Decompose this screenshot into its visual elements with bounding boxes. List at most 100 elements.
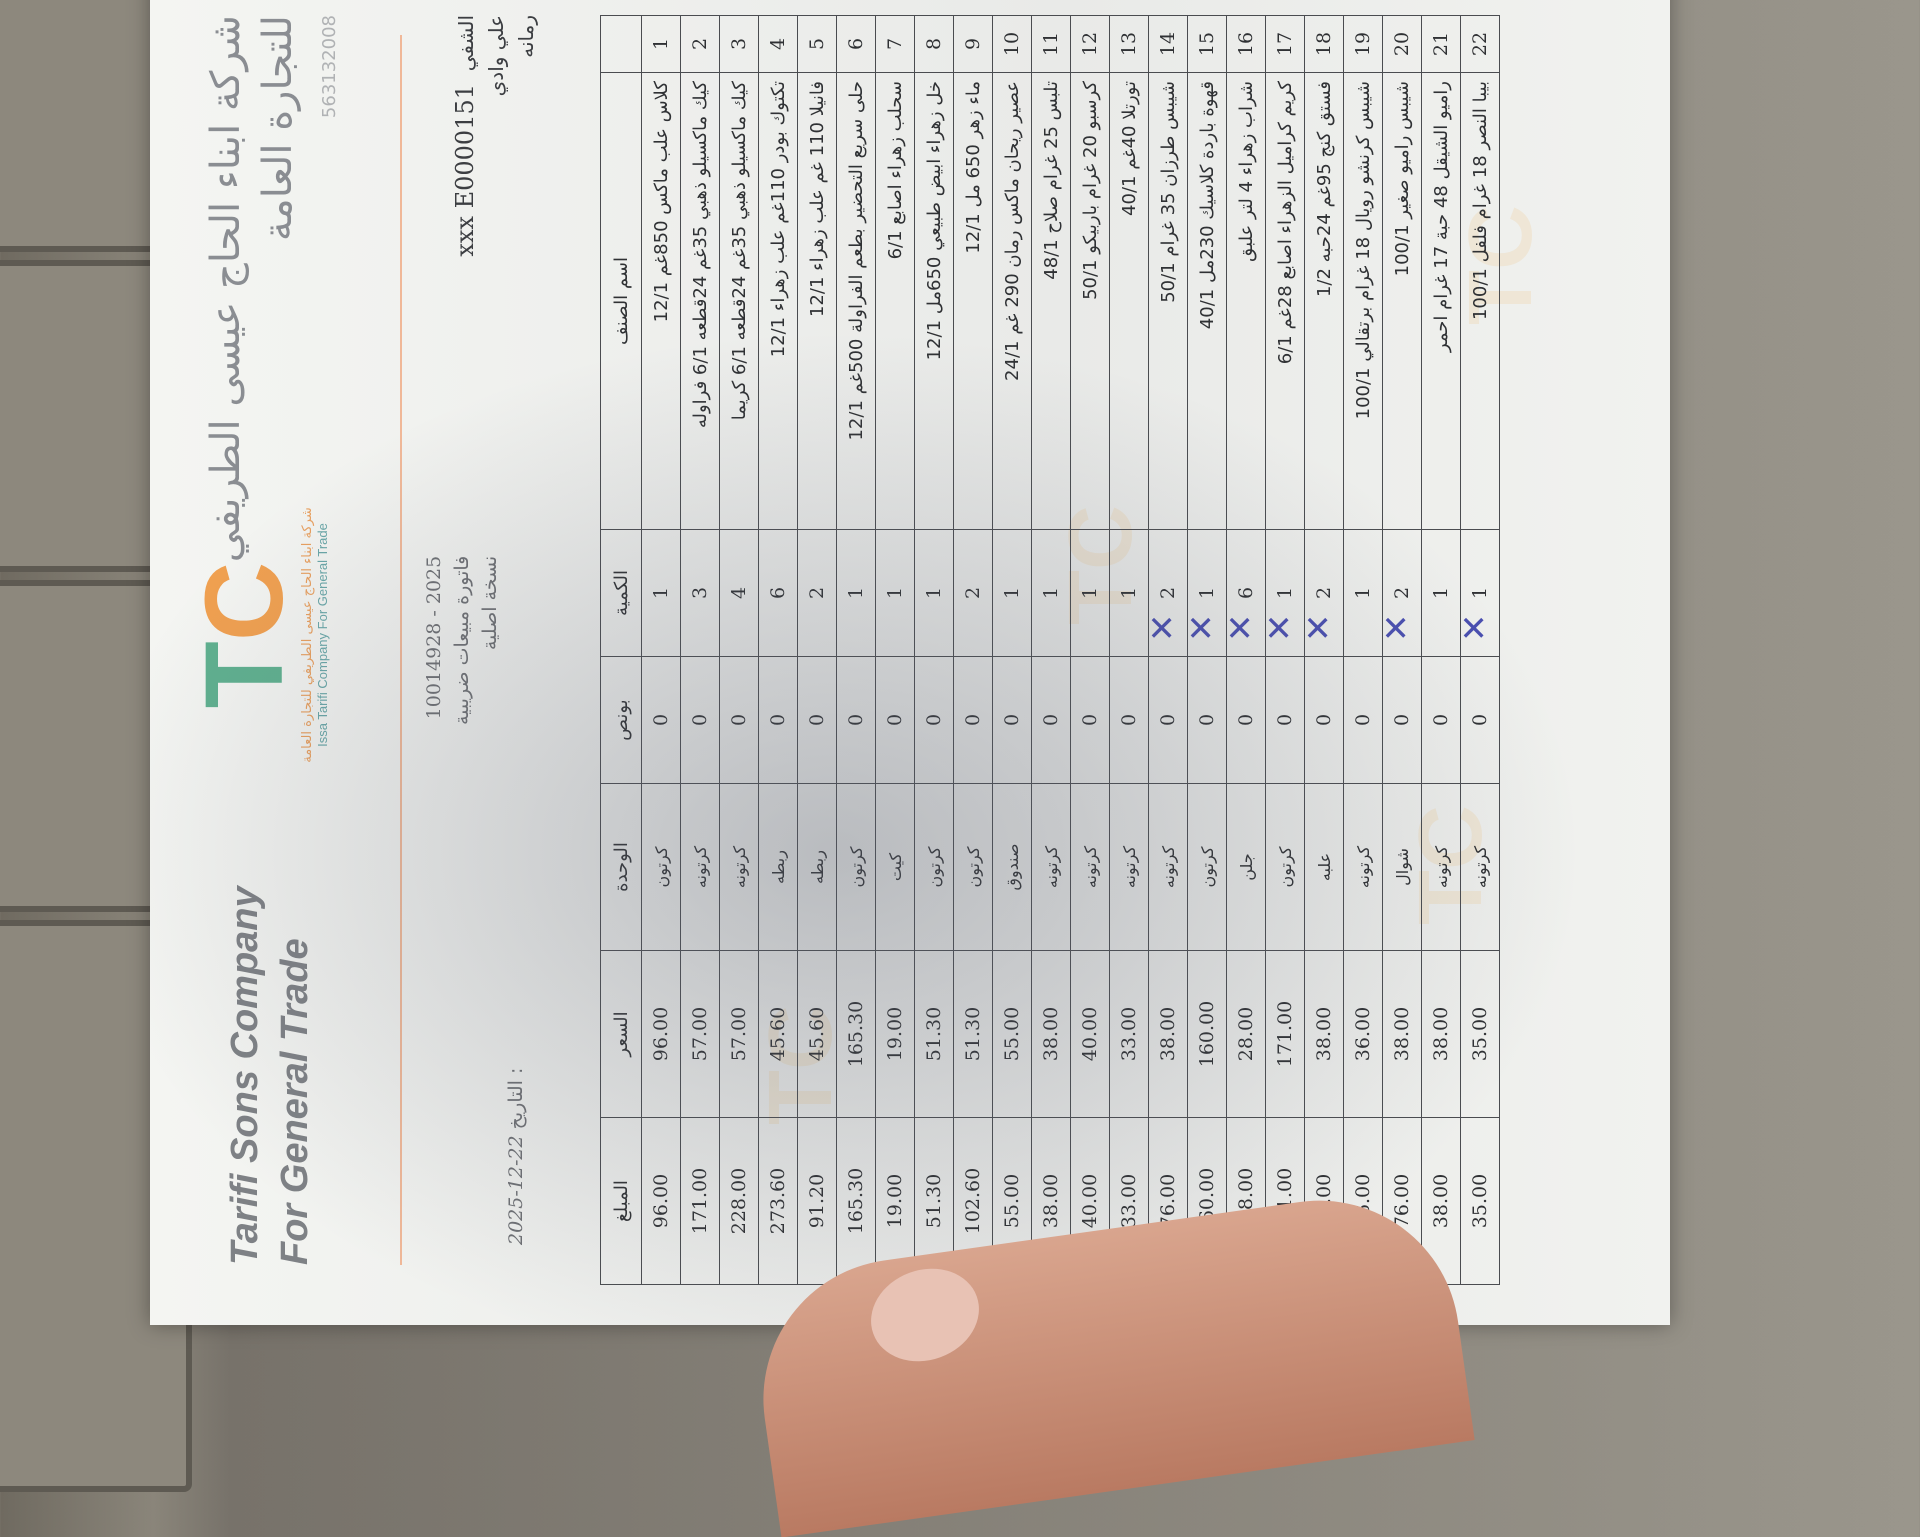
cell-price: 51.30 — [914, 950, 954, 1118]
cell-unit: كرتونه — [1343, 783, 1383, 951]
cell-row-number: 1 — [641, 15, 681, 73]
pen-x-mark: ✕ — [1221, 613, 1261, 643]
table-row: 15 قهوة باردة كلاسيك 230مل 40/1 1 ✕ 0 كرتون 16… — [1182, 15, 1227, 1285]
table-row: 19 شيبس كرنشو رويال 18 غرام برتقالي 100/1… — [1343, 15, 1383, 1285]
cell-amount: 35.00 — [1460, 1117, 1500, 1285]
col-header-number — [600, 15, 642, 73]
cell-amount: 171.00 — [680, 1117, 720, 1285]
cell-item-name: شيبس كرنشو رويال 18 غرام برتقالي 100/1 — [1343, 72, 1383, 530]
cell-unit: كرتونه — [1109, 783, 1149, 951]
cell-quantity: 2 — [953, 529, 993, 657]
pen-x-mark: ✕ — [1260, 613, 1300, 643]
cell-row-number: 4 — [758, 15, 798, 73]
cell-quantity: 2 — [797, 529, 837, 657]
cell-item-name: كيك ماكسيلو ذهبي 35غم 24قطعه 6/1 كريما — [719, 72, 759, 530]
cell-unit: ربطه — [758, 783, 798, 951]
invoice-paper: TC TC TC TC شركة ابناء الحاج عيسى الطريف… — [150, 0, 1670, 1325]
customer-line: علي وادي — [484, 15, 508, 97]
table-row: 6 حلى سريع التحضير بطعم الفراولة 500غم 12… — [836, 15, 876, 1285]
pen-x-mark: ✕ — [1143, 613, 1183, 643]
cell-row-number: 3 — [719, 15, 759, 73]
cell-item-name: تورتلا 40غم 40/1 — [1109, 72, 1149, 530]
customer-line: رمانه — [514, 15, 538, 58]
cell-price: 51.30 — [953, 950, 993, 1118]
cell-price: 55.00 — [992, 950, 1032, 1118]
table-row: 22 بيبا النصر 18 غرام فلفل 100/1 1 ✕ 0 كرتونه… — [1455, 15, 1500, 1285]
cell-amount: 96.00 — [641, 1117, 681, 1285]
cell-row-number: 15 — [1187, 15, 1227, 73]
cell-price: 38.00 — [1031, 950, 1071, 1118]
cell-item-name: سحلب زهراء اصابع 6/1 — [875, 72, 915, 530]
cell-bonus: 0 — [1226, 656, 1266, 784]
customer-name: الشفي — [454, 15, 478, 72]
cell-bonus: 0 — [1421, 656, 1461, 784]
pen-x-mark: ✕ — [1455, 613, 1495, 643]
cell-bonus: 0 — [1265, 656, 1305, 784]
cell-price: 33.00 — [1109, 950, 1149, 1118]
cell-bonus: 0 — [953, 656, 993, 784]
cell-item-name: قهوة باردة كلاسيك 230مل 40/1 — [1187, 72, 1227, 530]
cell-price: 160.00 — [1187, 950, 1227, 1118]
cell-unit: كرتونه — [1070, 783, 1110, 951]
cell-price: 45.60 — [758, 950, 798, 1118]
cell-quantity: 3 — [680, 529, 720, 657]
cell-bonus: 0 — [641, 656, 681, 784]
cell-row-number: 14 — [1148, 15, 1188, 73]
cell-item-name: راميو الشيقل 48 حبة 17 غرام احمر — [1421, 72, 1461, 530]
cell-row-number: 9 — [953, 15, 993, 73]
cell-price: 28.00 — [1226, 950, 1266, 1118]
table-row: 8 خل زهراء ابيض طبيعي 650مل 12/1 1 0 كرتون 51… — [914, 15, 954, 1285]
cell-item-name: بيبا النصر 18 غرام فلفل 100/1 — [1460, 72, 1500, 530]
table-row: 20 شيبس راميو صغير 100/1 2 ✕ 0 شوال 38.00 76.00 — [1377, 15, 1422, 1285]
cell-item-name: شراب زهراء 4 لتر علبق — [1226, 72, 1266, 530]
cell-bonus: 0 — [914, 656, 954, 784]
cell-bonus: 0 — [1109, 656, 1149, 784]
cell-unit: ربطه — [797, 783, 837, 951]
cell-bonus: 0 — [1382, 656, 1422, 784]
table-row: 2 كيك ماكسيلو ذهبي 35غم 24قطعه 6/1 فراوله… — [680, 15, 720, 1285]
table-row: 1 كلاس علب ماكس 850غم 12/1 1 0 كرتون 96.00 96.… — [641, 15, 681, 1285]
cell-price: 57.00 — [680, 950, 720, 1118]
cell-bonus: 0 — [1148, 656, 1188, 784]
cell-item-name: شيبس طرزان 35 غرام 50/1 — [1148, 72, 1188, 530]
cell-item-name: حلى سريع التحضير بطعم الفراولة 500غم 12/… — [836, 72, 876, 530]
cell-unit: كرتون — [641, 783, 681, 951]
cell-price: 35.00 — [1460, 950, 1500, 1118]
cell-quantity: 1 ✕ — [1455, 529, 1500, 657]
header-divider — [400, 35, 402, 1265]
customer-info: الشفي xxx E0000151 علي وادي رمانه — [450, 15, 541, 257]
cell-price: 38.00 — [1382, 950, 1422, 1118]
table-row: 16 شراب زهراء 4 لتر علبق 6 ✕ 0 جلن 28.00 168.00 — [1221, 15, 1266, 1285]
table-row: 17 كريم كراميل الزهراء اصابع 28غم 6/1 1 ✕ 0 ك… — [1260, 15, 1305, 1285]
cell-unit: جلن — [1226, 783, 1266, 951]
cell-quantity: 1 — [1070, 529, 1110, 657]
col-header-price: السعر — [600, 950, 642, 1118]
cell-quantity: 2 ✕ — [1377, 529, 1422, 657]
cell-bonus: 0 — [1343, 656, 1383, 784]
cell-row-number: 10 — [992, 15, 1032, 73]
cell-unit: كرتونه — [1031, 783, 1071, 951]
cell-item-name: كريم كراميل الزهراء اصابع 28غم 6/1 — [1265, 72, 1305, 530]
invoice-date: 2025-12-22 التاريخ : — [505, 1067, 527, 1245]
cell-unit: كرتونه — [719, 783, 759, 951]
table-row: 10 عصير ريحان ماكس رمان 290 غم 24/1 1 0 صندو… — [992, 15, 1032, 1285]
cell-quantity: 6 — [758, 529, 798, 657]
cell-unit: شوال — [1382, 783, 1422, 951]
cell-amount: 273.60 — [758, 1117, 798, 1285]
cell-amount: 228.00 — [719, 1117, 759, 1285]
cell-price: 36.00 — [1343, 950, 1383, 1118]
cell-bonus: 0 — [719, 656, 759, 784]
cell-price: 57.00 — [719, 950, 759, 1118]
cell-item-name: تكتوك بودر 110غم علب زهراء 12/1 — [758, 72, 798, 530]
cell-row-number: 21 — [1421, 15, 1461, 73]
table-row: 5 فانيلا 110 غم علب زهراء 12/1 2 0 ربطه 45.60… — [797, 15, 837, 1285]
cell-unit: كرتون — [1265, 783, 1305, 951]
cell-price: 171.00 — [1265, 950, 1305, 1118]
cell-unit: كرتونه — [1421, 783, 1461, 951]
cell-price: 38.00 — [1304, 950, 1344, 1118]
company-name-english: Tarifi Sons Company For General Trade — [224, 886, 316, 1265]
table-row: 12 كرسبو 20 غرام باربيكو 50/1 1 0 كرتونه 40.0… — [1070, 15, 1110, 1285]
cell-unit: كرتونه — [1460, 783, 1500, 951]
cell-price: 40.00 — [1070, 950, 1110, 1118]
registration-number: 563132008 — [319, 15, 340, 119]
